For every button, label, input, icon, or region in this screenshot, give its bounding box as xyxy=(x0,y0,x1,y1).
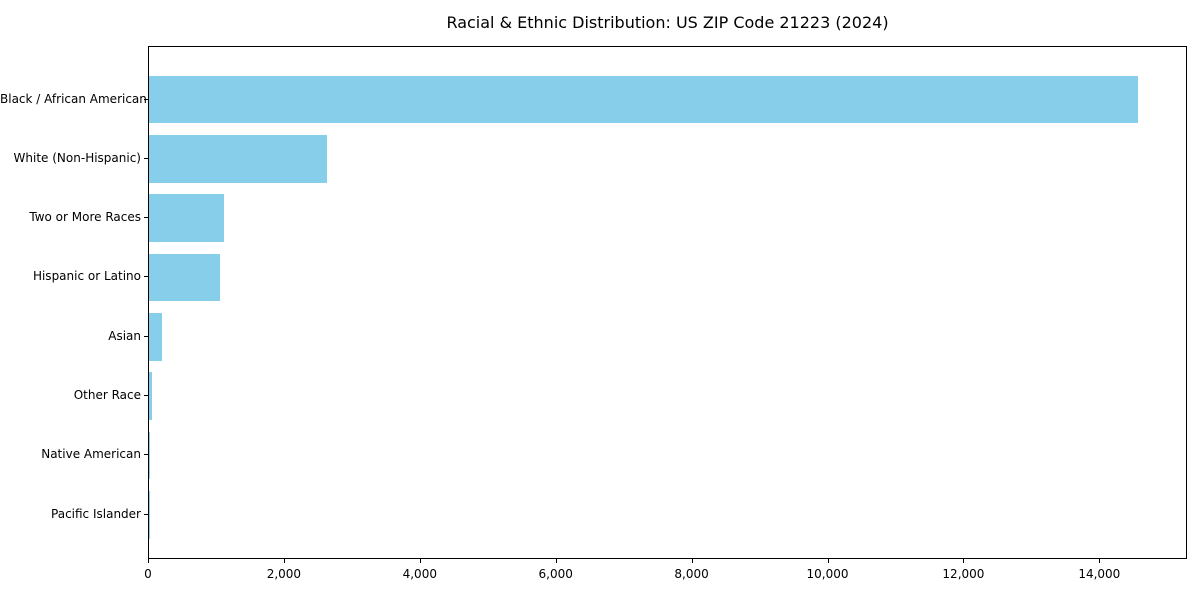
y-tick-mark xyxy=(144,513,148,515)
y-tick-label-black-african-american: Black / African American xyxy=(0,91,147,106)
bar-black-african-american xyxy=(149,75,1139,124)
y-tick-label-hispanic-or-latino: Hispanic or Latino xyxy=(32,269,141,284)
x-tick-label-12-000: 12,000 xyxy=(942,567,985,581)
y-tick-mark xyxy=(144,217,148,219)
y-tick-label-pacific-islander: Pacific Islander xyxy=(51,506,141,521)
x-tick-mark xyxy=(555,559,557,563)
y-tick-mark xyxy=(144,157,148,159)
y-tick-label-asian: Asian xyxy=(108,328,141,343)
x-tick-label-4-000: 4,000 xyxy=(402,567,437,581)
x-tick-mark xyxy=(827,559,829,563)
y-tick-mark xyxy=(144,454,148,456)
x-tick-mark xyxy=(148,559,149,563)
y-tick-label-other-race: Other Race xyxy=(73,388,141,403)
bar-native-american xyxy=(149,431,151,480)
x-tick-label-0: 0 xyxy=(144,567,152,581)
x-tick-mark xyxy=(963,559,965,563)
bar-other-race xyxy=(149,372,153,420)
y-tick-mark xyxy=(144,276,148,278)
y-tick-mark xyxy=(144,335,148,337)
y-tick-label-two-or-more-races: Two or More Races xyxy=(29,210,141,225)
x-tick-mark xyxy=(691,559,693,563)
x-tick-label-10-000: 10,000 xyxy=(806,567,849,581)
x-tick-label-2-000: 2,000 xyxy=(266,567,302,581)
x-tick-mark xyxy=(283,559,285,563)
plot-area xyxy=(148,46,1187,559)
x-tick-label-14-000: 14,000 xyxy=(1078,567,1121,581)
x-tick-label-8-000: 8,000 xyxy=(674,567,709,581)
y-tick-label-native-american: Native American xyxy=(41,447,141,462)
x-tick-mark xyxy=(419,559,421,563)
bar-asian xyxy=(149,313,162,361)
bar-hispanic-or-latino xyxy=(149,253,221,302)
y-tick-mark xyxy=(144,98,148,100)
bar-white-non-hispanic xyxy=(149,135,328,183)
x-tick-mark xyxy=(1099,559,1101,563)
x-tick-label-6-000: 6,000 xyxy=(538,567,573,581)
bar-two-or-more-races xyxy=(149,194,225,242)
y-tick-label-white-non-hispanic: White (Non-Hispanic) xyxy=(13,150,141,165)
y-tick-mark xyxy=(144,395,148,397)
chart-title: Racial & Ethnic Distribution: US ZIP Cod… xyxy=(446,13,889,32)
